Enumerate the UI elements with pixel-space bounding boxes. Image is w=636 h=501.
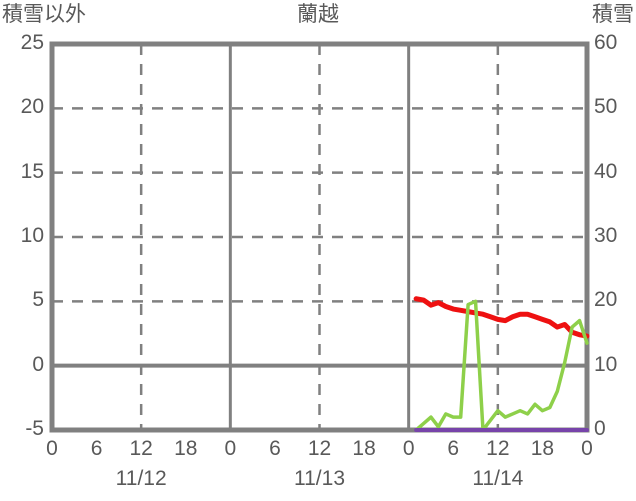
right-axis-tick: 40 <box>594 159 618 183</box>
x-axis-tick: 6 <box>269 437 281 460</box>
x-axis-date-label: 11/12 <box>115 467 167 490</box>
x-axis-tick: 12 <box>129 437 153 460</box>
right-axis-tick: 60 <box>594 31 618 54</box>
right-axis-tick: 20 <box>594 288 618 312</box>
right-axis-tick: 0 <box>594 417 606 440</box>
series-layer <box>413 296 590 432</box>
x-axis-tick: 0 <box>224 437 237 460</box>
x-axis-tick: 0 <box>581 437 593 460</box>
x-axis-tick: 0 <box>402 437 415 460</box>
left-axis-tick: 10 <box>20 224 44 247</box>
x-axis-tick: 6 <box>447 437 460 460</box>
x-axis-tick: 6 <box>90 437 103 460</box>
chart-title: 蘭越 <box>297 3 339 26</box>
left-axis-tick: 5 <box>32 288 44 312</box>
right-axis-title: 積雪 <box>592 3 634 26</box>
x-axis-tick: 0 <box>46 437 58 460</box>
right-axis-tick: 50 <box>594 95 618 119</box>
left-axis-title: 積雪以外 <box>2 3 86 26</box>
x-axis-tick: 18 <box>352 437 376 460</box>
right-axis-tick: 10 <box>594 352 618 376</box>
right-axis-tick: 30 <box>594 224 618 247</box>
x-axis-date-label: 11/14 <box>472 467 524 490</box>
x-axis-tick: 18 <box>530 437 555 460</box>
x-axis-date-label: 11/13 <box>294 467 345 490</box>
left-axis-tick: -5 <box>25 417 44 440</box>
x-axis-tick: 12 <box>307 437 332 460</box>
left-axis-tick: 25 <box>20 31 44 54</box>
x-axis-tick: 12 <box>486 437 510 460</box>
gridlines <box>52 44 587 430</box>
x-axis-tick: 18 <box>174 437 198 460</box>
left-axis-tick: 20 <box>20 95 44 119</box>
left-axis-tick: 0 <box>32 352 44 376</box>
left-axis-tick: 15 <box>20 159 44 183</box>
